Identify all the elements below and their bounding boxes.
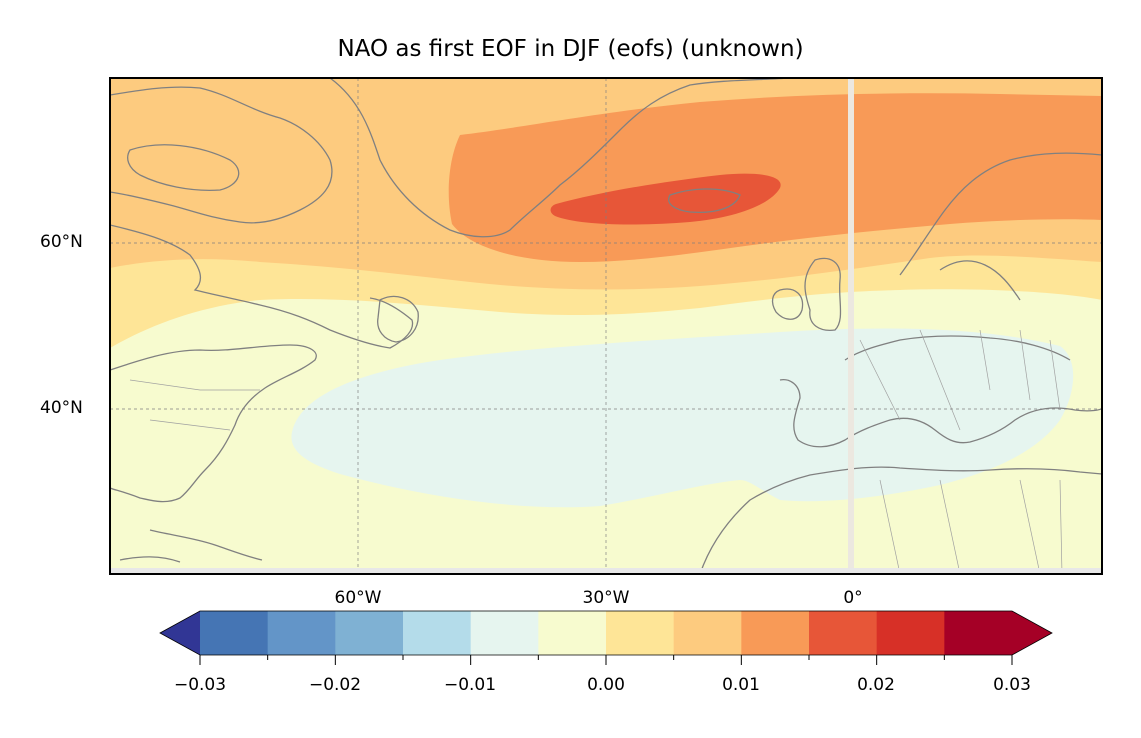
north-africa-coast [699,466,1102,574]
colorbar [159,610,1053,665]
colorbar-segment [741,611,810,655]
lon-label-0: 0° [843,588,863,608]
lat-label-60n: 60°N [40,232,83,252]
labrador-coast [110,224,414,349]
scandinavia-coast [899,152,1102,301]
field-band-neg0.005-to-0 [291,328,1074,508]
colorbar-tick-label: −0.03 [173,675,227,695]
colorbar-segment [403,611,472,655]
colorbar-tick-label: 0.03 [993,675,1031,695]
ireland-coast [771,288,804,320]
colorbar-tick-label: 0.02 [857,675,895,695]
canada-islands [127,144,240,191]
colorbar-tick-label: 0.01 [722,675,760,695]
colorbar-extend-max [1012,611,1052,655]
colorbar-segment [876,611,945,655]
lat-label-40n: 40°N [40,398,83,418]
colorbar-segment [809,611,878,655]
colorbar-segment [673,611,742,655]
newfoundland-coast [377,295,419,343]
lon-label-60w: 60°W [334,588,382,608]
baffin-coast [110,86,333,224]
colorbar-extend-min [160,611,200,655]
colorbar-segment [200,611,269,655]
colorbar-tick-label: 0.00 [587,675,625,695]
caribbean-coast [119,529,263,563]
meridian-seam [848,78,854,574]
britain-coast [804,257,842,331]
lon-label-30w: 30°W [582,588,630,608]
colorbar-segment [267,611,336,655]
colorbar-tick-label: −0.01 [443,675,497,695]
us-east-coast [110,344,317,503]
map-frame [109,77,1103,575]
colorbar-segment [538,611,607,655]
country-borders [129,329,1063,574]
coastlines [110,78,1102,574]
field-band-0.02-to-0.025 [550,173,781,225]
bottom-seam [110,568,1102,573]
colorbar-segment [470,611,539,655]
plot-title: NAO as first EOF in DJF (eofs) (unknown) [337,36,804,62]
colorbar-segment [944,611,1013,655]
europe-coast [779,335,1102,448]
colorbar-tick-label: −0.02 [308,675,362,695]
colorbar-segment [335,611,404,655]
iceland-coast [668,188,741,214]
gridlines [110,78,1102,574]
greenland-coast [329,78,791,238]
colorbar-segment [606,611,675,655]
